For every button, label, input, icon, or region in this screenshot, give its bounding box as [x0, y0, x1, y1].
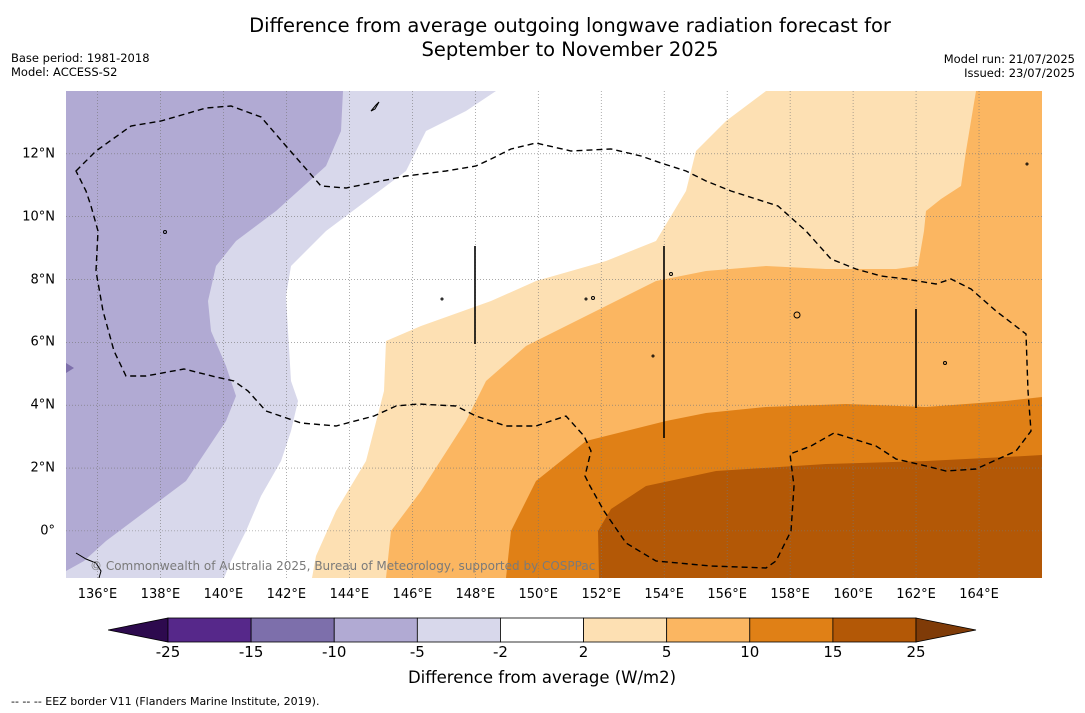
island-7: [651, 354, 655, 358]
island-pohnpei: [793, 311, 801, 319]
lon-tick-label: 148°E: [455, 587, 496, 602]
colorbar-bin: [666, 617, 751, 643]
colorbar-bin: [416, 617, 501, 643]
colorbar-bin: [832, 617, 917, 643]
colorbar-tick-label: 5: [661, 643, 672, 661]
lon-tick-label: 142°E: [266, 587, 307, 602]
island-new-guinea-coast: [75, 552, 102, 578]
zone-neg-5-10: [66, 91, 343, 571]
colorbar-extend-max: [915, 617, 977, 643]
lat-tick-label: 0°: [40, 523, 55, 539]
title-line-2: September to November 2025: [421, 38, 719, 61]
colorbar-tick-label: 15: [823, 643, 843, 661]
colorbar-tick-label: -2: [492, 643, 508, 661]
colorbar-tick-label: 2: [578, 643, 589, 661]
eez-legend: -- -- -- EEZ border V11 (Flanders Marine…: [11, 695, 320, 708]
lon-tick-label: 154°E: [644, 587, 684, 602]
run-info: Model run: 21/07/2025 Issued: 23/07/2025: [944, 52, 1075, 80]
lon-tick-label: 152°E: [581, 587, 621, 602]
colorbar-tick-label: -5: [409, 643, 425, 661]
zone-neg-10-15: [66, 363, 74, 373]
colorbar-bin: [749, 617, 834, 643]
lat-tick-label: 2°N: [30, 460, 56, 476]
colorbar-bin: [167, 617, 252, 643]
lat-tick-label: 4°N: [30, 397, 56, 413]
lon-tick-label: 160°E: [833, 587, 873, 602]
lon-tick-label: 150°E: [518, 587, 559, 602]
lon-tick-label: 162°E: [896, 587, 936, 602]
lon-tick-label: 164°E: [959, 587, 999, 602]
lon-tick-label: 138°E: [140, 587, 181, 602]
island-4: [943, 361, 947, 365]
title-line-1: Difference from average outgoing longwav…: [249, 14, 891, 37]
island-1: [163, 230, 167, 234]
colorbar-tick-label: 25: [906, 643, 926, 661]
colorbar-tick-label: -10: [321, 643, 347, 661]
island-5: [584, 297, 588, 301]
island-2: [591, 296, 595, 300]
colorbar-tick-label: -15: [238, 643, 264, 661]
colorbar-extend-min: [108, 617, 169, 643]
island-coastlines: [75, 101, 1029, 578]
map-title: Difference from average outgoing longwav…: [170, 14, 970, 62]
colorbar-title: Difference from average (W/m2): [407, 668, 677, 687]
map-gridlines: [66, 91, 1042, 578]
colorbar-bin: [500, 617, 584, 643]
model-label: Model: ACCESS-S2: [11, 65, 118, 79]
lat-tick-label: 12°N: [22, 146, 55, 162]
lon-tick-label: 156°E: [707, 587, 747, 602]
island-guam: [370, 101, 380, 112]
colorbar-bin: [583, 617, 668, 643]
model-run-label: Model run: 21/07/2025: [943, 52, 1075, 66]
colorbar-bin: [250, 617, 335, 643]
model-info: Base period: 1981-2018 Model: ACCESS-S2: [11, 51, 150, 79]
lat-tick-label: 6°N: [30, 334, 56, 350]
copyright-notice: © Commonwealth of Australia 2025, Bureau…: [90, 559, 596, 573]
colorbar: [108, 617, 977, 643]
colorbar-bin: [333, 617, 418, 643]
colorbar-tick-label: -25: [155, 643, 181, 661]
base-period-label: Base period: 1981-2018: [11, 51, 150, 65]
lon-tick-label: 146°E: [392, 587, 433, 602]
lat-tick-label: 8°N: [30, 272, 56, 288]
zone-pos-15-25: [598, 455, 1042, 578]
lon-tick-label: 144°E: [329, 587, 370, 602]
issued-label: Issued: 23/07/2025: [964, 66, 1075, 80]
lat-tick-label: 10°N: [22, 209, 55, 225]
lon-tick-label: 140°E: [203, 587, 244, 602]
island-8: [1025, 162, 1029, 166]
colorbar-tick-label: 10: [740, 643, 760, 661]
lon-tick-label: 136°E: [77, 587, 118, 602]
island-3: [669, 272, 673, 276]
eez-boundary: [75, 105, 1032, 569]
island-6: [440, 297, 444, 301]
forecast-map: [66, 91, 1042, 578]
lon-tick-label: 158°E: [770, 587, 810, 602]
